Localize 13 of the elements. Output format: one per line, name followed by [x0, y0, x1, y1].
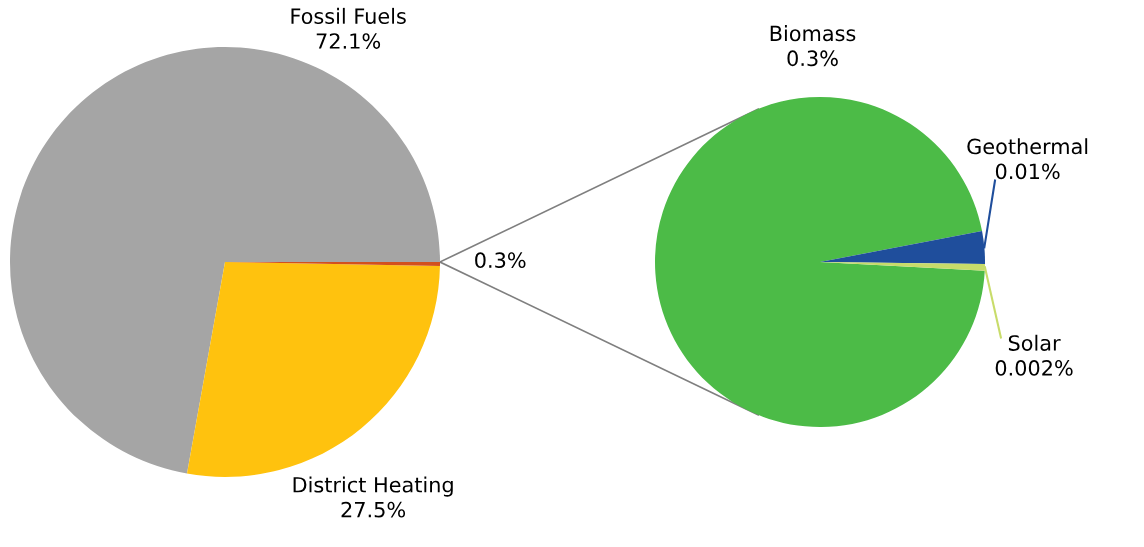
- data-label: 0.01%: [995, 163, 1060, 180]
- pie-slice: [10, 47, 440, 474]
- slice-label: Biomass: [770, 25, 856, 42]
- slice-label: Solar: [1008, 334, 1061, 351]
- slice-label: Geothermal: [967, 138, 1088, 155]
- slice-label: District Heating: [293, 476, 453, 497]
- data-label: 27.5%: [341, 501, 406, 518]
- data-label: 72.1%: [316, 33, 381, 49]
- data-label: 0.002%: [995, 360, 1073, 376]
- slice-label: Fossil Fuels: [291, 7, 406, 24]
- data-label: 0.3%: [787, 50, 838, 67]
- pie-slice: [187, 262, 440, 477]
- data-label: 0.3%: [475, 252, 526, 269]
